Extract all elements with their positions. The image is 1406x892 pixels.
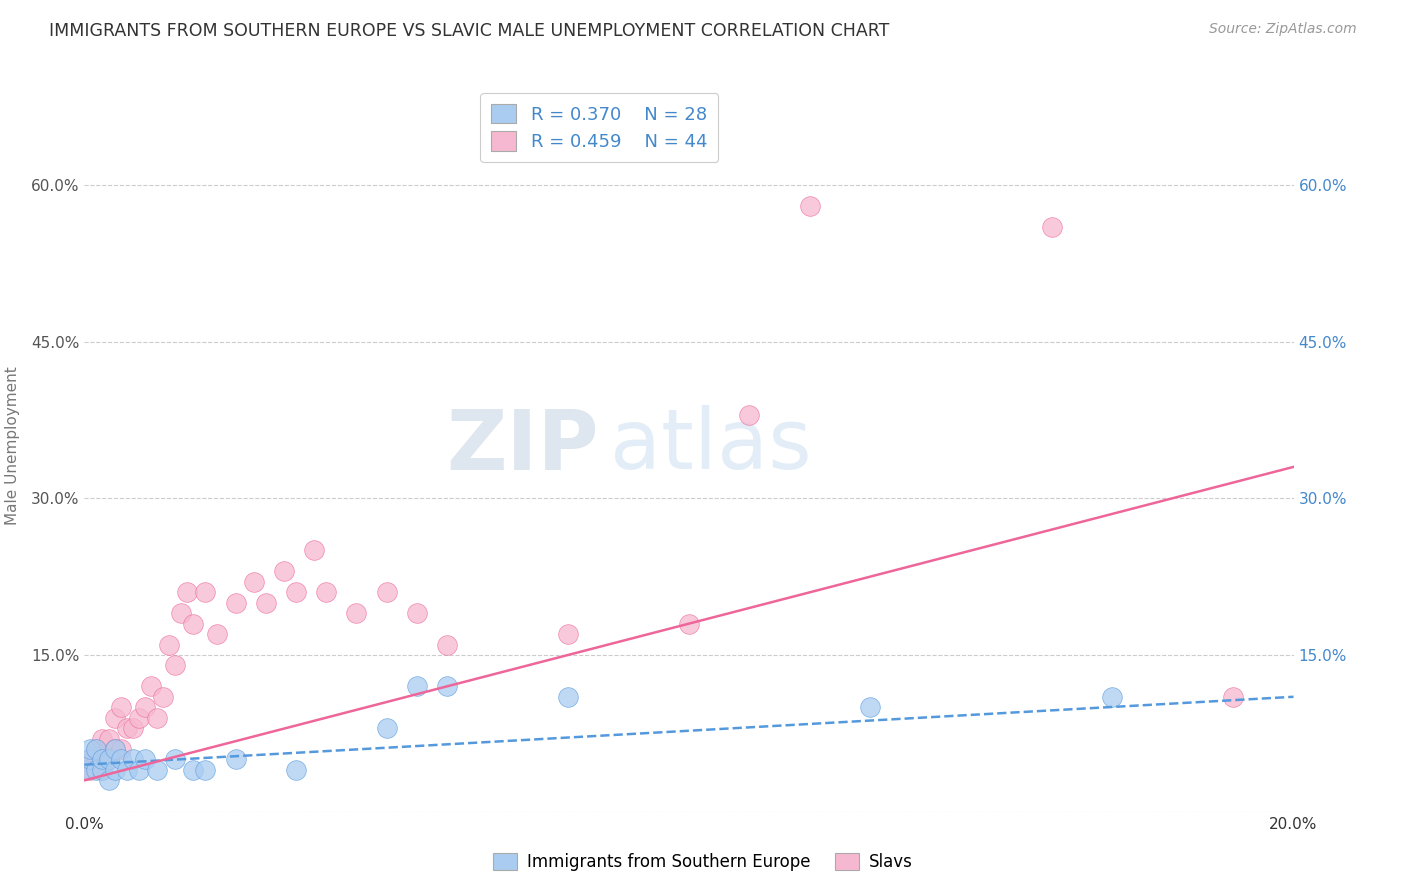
Point xyxy=(121,752,143,766)
Point xyxy=(225,752,247,766)
Point xyxy=(91,763,114,777)
Point xyxy=(181,616,204,631)
Point xyxy=(157,638,180,652)
Point xyxy=(128,763,150,777)
Point xyxy=(134,700,156,714)
Point xyxy=(273,565,295,579)
Point xyxy=(738,408,761,422)
Text: ZIP: ZIP xyxy=(446,406,599,486)
Point xyxy=(302,543,325,558)
Point xyxy=(79,752,101,766)
Point xyxy=(557,690,579,704)
Point xyxy=(181,763,204,777)
Point xyxy=(406,679,429,693)
Y-axis label: Male Unemployment: Male Unemployment xyxy=(4,367,20,525)
Point xyxy=(285,585,308,599)
Point xyxy=(859,700,882,714)
Point xyxy=(110,742,132,756)
Point xyxy=(406,606,429,620)
Point xyxy=(225,596,247,610)
Point xyxy=(436,679,458,693)
Legend: R = 0.370    N = 28, R = 0.459    N = 44: R = 0.370 N = 28, R = 0.459 N = 44 xyxy=(481,93,718,161)
Point xyxy=(176,585,198,599)
Text: IMMIGRANTS FROM SOUTHERN EUROPE VS SLAVIC MALE UNEMPLOYMENT CORRELATION CHART: IMMIGRANTS FROM SOUTHERN EUROPE VS SLAVI… xyxy=(49,22,890,40)
Point xyxy=(346,606,368,620)
Point xyxy=(134,752,156,766)
Point xyxy=(315,585,337,599)
Point xyxy=(146,711,169,725)
Point xyxy=(375,721,398,735)
Point xyxy=(97,731,120,746)
Point xyxy=(110,700,132,714)
Point xyxy=(146,763,169,777)
Point xyxy=(86,742,108,756)
Point xyxy=(91,752,114,766)
Point xyxy=(86,763,108,777)
Point xyxy=(86,742,108,756)
Point xyxy=(91,731,114,746)
Point xyxy=(1222,690,1244,704)
Point xyxy=(104,742,127,756)
Point xyxy=(1040,219,1063,234)
Point xyxy=(91,763,114,777)
Point xyxy=(79,742,101,756)
Text: Source: ZipAtlas.com: Source: ZipAtlas.com xyxy=(1209,22,1357,37)
Point xyxy=(242,574,264,589)
Point xyxy=(152,690,174,704)
Point xyxy=(194,585,217,599)
Point xyxy=(115,721,138,735)
Text: atlas: atlas xyxy=(610,406,813,486)
Point xyxy=(86,752,108,766)
Point xyxy=(104,742,127,756)
Point xyxy=(104,763,127,777)
Legend: Immigrants from Southern Europe, Slavs: Immigrants from Southern Europe, Slavs xyxy=(485,845,921,880)
Point xyxy=(557,627,579,641)
Point xyxy=(436,638,458,652)
Point xyxy=(139,679,162,693)
Point xyxy=(165,658,187,673)
Point xyxy=(165,752,187,766)
Point xyxy=(1101,690,1123,704)
Point xyxy=(73,763,96,777)
Point xyxy=(254,596,277,610)
Point xyxy=(73,763,96,777)
Point xyxy=(121,721,143,735)
Point xyxy=(207,627,229,641)
Point xyxy=(285,763,308,777)
Point xyxy=(678,616,700,631)
Point xyxy=(115,763,138,777)
Point xyxy=(97,773,120,788)
Point xyxy=(799,199,821,213)
Point xyxy=(79,763,101,777)
Point xyxy=(104,711,127,725)
Point xyxy=(110,752,132,766)
Point xyxy=(79,752,101,766)
Point xyxy=(194,763,217,777)
Point xyxy=(97,752,120,766)
Point xyxy=(97,752,120,766)
Point xyxy=(375,585,398,599)
Point xyxy=(170,606,193,620)
Point xyxy=(128,711,150,725)
